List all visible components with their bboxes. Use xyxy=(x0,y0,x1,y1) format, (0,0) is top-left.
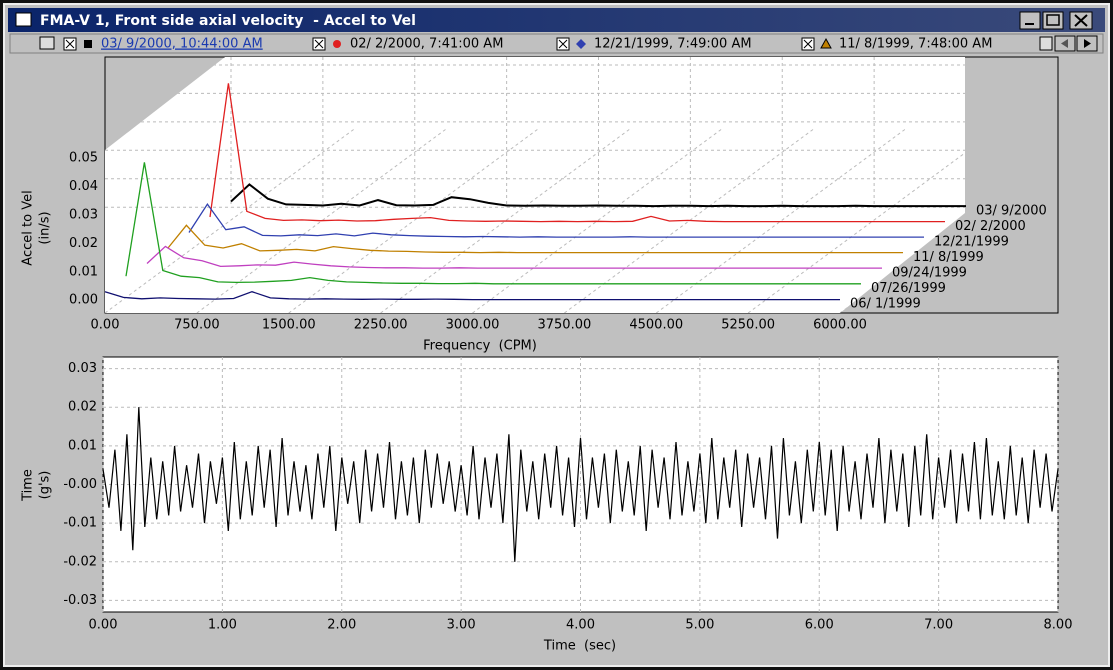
x-tick-label: 5.00 xyxy=(685,618,714,633)
x-tick-label: 5250.00 xyxy=(721,318,775,333)
y-tick-label: -0.01 xyxy=(63,516,97,531)
y-tick-label: 0.05 xyxy=(69,150,98,165)
spectrum-line xyxy=(104,291,840,301)
grid-line xyxy=(747,128,965,313)
checkbox-check xyxy=(803,39,813,49)
spectrum-line xyxy=(146,245,882,269)
y-tick-label: 0.02 xyxy=(69,236,98,251)
x-tick-label: 6.00 xyxy=(805,618,834,633)
legend-marker xyxy=(333,40,341,48)
grid-line xyxy=(196,128,448,313)
series-label: 02/ 2/2000 xyxy=(955,219,1026,234)
y-tick-label: -0.03 xyxy=(63,593,97,608)
y-tick-label: 0.01 xyxy=(68,438,97,453)
legend-marker xyxy=(820,37,832,49)
x-axis-label: Time (sec) xyxy=(543,639,616,654)
y-tick-label: 0.03 xyxy=(68,361,97,376)
series-label: 07/26/1999 xyxy=(871,281,946,296)
spectrum-line xyxy=(167,224,903,254)
grid-line xyxy=(472,128,723,313)
window-title: FMA-V 1, Front side axial velocity - Acc… xyxy=(40,13,416,29)
legend-marker xyxy=(84,40,92,48)
x-tick-label: 8.00 xyxy=(1044,618,1073,633)
toolbar-item[interactable]: 12/21/1999, 7:49:00 AM xyxy=(594,37,752,52)
y-tick-label: 0.00 xyxy=(69,293,98,308)
checkbox-check xyxy=(314,39,324,49)
app-icon xyxy=(15,12,32,27)
y-axis-label: Accel to Vel xyxy=(21,190,36,265)
maximize-glyph xyxy=(1046,14,1060,26)
legend-marker xyxy=(576,39,586,49)
y-tick-label: 0.04 xyxy=(69,179,98,194)
y-tick-label: -0.00 xyxy=(63,477,97,492)
grid-line xyxy=(564,128,815,313)
scroll-item xyxy=(1039,36,1053,51)
toolbar-item[interactable]: 02/ 2/2000, 7:41:00 AM xyxy=(350,37,503,52)
x-tick-label: 4.00 xyxy=(566,618,595,633)
back-wall xyxy=(105,57,965,313)
x-tick-label: 7.00 xyxy=(924,618,953,633)
x-tick-label: 0.00 xyxy=(91,318,120,333)
waveform-line xyxy=(102,407,1059,562)
grid-line xyxy=(105,128,356,313)
x-tick-label: 6000.00 xyxy=(813,318,867,333)
spectrum-line xyxy=(125,162,861,285)
y-axis-unit: (g's) xyxy=(38,471,53,500)
y-axis-label: Time xyxy=(21,469,36,502)
series-label: 11/ 8/1999 xyxy=(913,250,984,265)
scroll-left-glyph xyxy=(1061,39,1068,48)
x-tick-label: 3750.00 xyxy=(537,318,591,333)
spectrum-line xyxy=(209,83,945,223)
toolbar-icon[interactable] xyxy=(39,36,55,50)
x-tick-label: 2.00 xyxy=(327,618,356,633)
x-tick-label: 0.00 xyxy=(89,618,118,633)
checkbox-check xyxy=(65,39,75,49)
y-tick-label: 0.03 xyxy=(69,207,98,222)
scroll-right-glyph xyxy=(1084,39,1091,48)
series-label: 12/21/1999 xyxy=(934,235,1009,250)
x-tick-label: 1500.00 xyxy=(262,318,316,333)
toolbar-item[interactable]: 03/ 9/2000, 10:44:00 AM xyxy=(101,37,263,52)
y-axis-unit: (in/s) xyxy=(38,211,53,244)
y-tick-label: 0.02 xyxy=(68,400,97,415)
spectrum-line xyxy=(188,202,924,238)
x-tick-label: 750.00 xyxy=(174,318,220,333)
toolbar-item[interactable]: 11/ 8/1999, 7:48:00 AM xyxy=(839,37,992,52)
series-label: 03/ 9/2000 xyxy=(976,204,1047,219)
grid-line xyxy=(655,128,907,313)
grid-line xyxy=(288,128,540,313)
x-tick-label: 1.00 xyxy=(208,618,237,633)
grid-line xyxy=(380,128,631,313)
window-buttons[interactable] xyxy=(1019,11,1093,30)
x-tick-label: 3000.00 xyxy=(446,318,500,333)
close-glyph xyxy=(1074,14,1088,27)
series-label: 09/24/1999 xyxy=(892,266,967,281)
spectrum-line xyxy=(230,183,966,208)
x-tick-label: 3.00 xyxy=(447,618,476,633)
minimize-button[interactable] xyxy=(1019,11,1041,30)
x-tick-label: 4500.00 xyxy=(629,318,683,333)
x-tick-label: 2250.00 xyxy=(354,318,408,333)
series-label: 06/ 1/1999 xyxy=(850,297,921,312)
y-tick-label: 0.01 xyxy=(69,264,98,279)
title-bar xyxy=(8,8,1105,32)
checkbox-check xyxy=(558,39,568,49)
x-axis-label: Frequency (CPM) xyxy=(423,339,537,354)
y-tick-label: -0.02 xyxy=(63,554,97,569)
